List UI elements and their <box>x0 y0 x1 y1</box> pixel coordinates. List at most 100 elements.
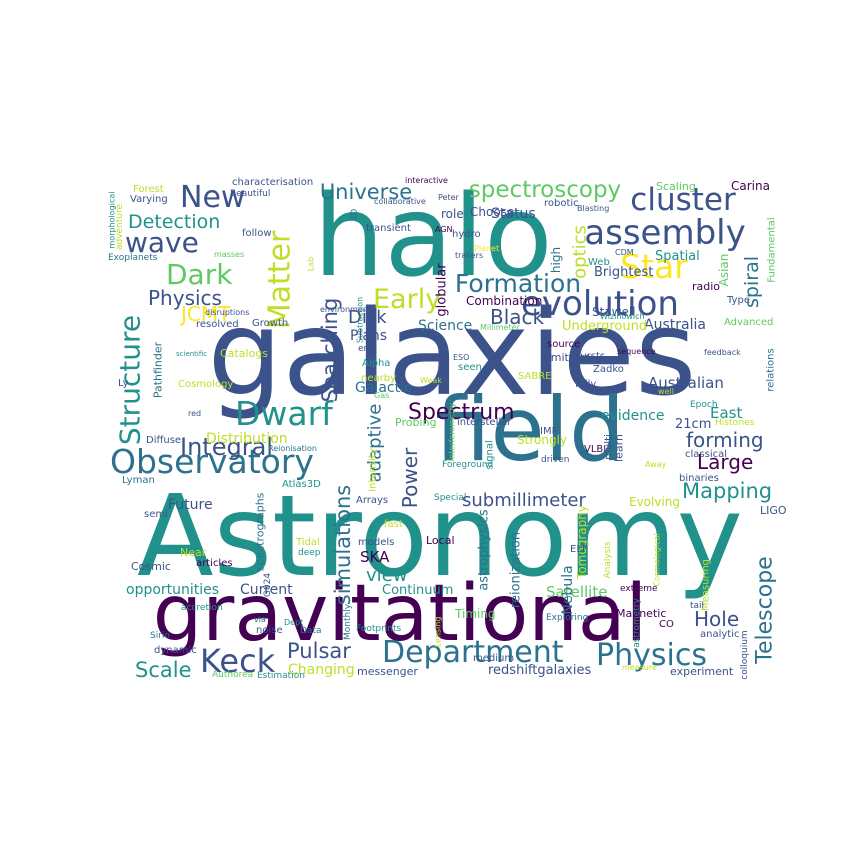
word: Estimation <box>257 671 305 681</box>
word: Galactic <box>355 380 412 396</box>
word: 3D <box>350 209 360 222</box>
word: astrophysics <box>477 509 492 591</box>
word: fully <box>575 379 596 390</box>
word: globular <box>435 263 450 317</box>
word: adaptive <box>365 404 386 483</box>
word: Measuring <box>701 559 712 611</box>
word: halo <box>313 172 552 302</box>
word: environment <box>320 305 371 314</box>
word: binaries <box>679 473 719 484</box>
word: Astronomy <box>137 472 743 602</box>
word: robotic <box>544 198 579 209</box>
word: Choose <box>470 205 514 219</box>
word: gravitational <box>153 569 647 659</box>
word: forming <box>686 428 764 452</box>
word: adventure <box>115 204 125 251</box>
word: medium <box>473 653 514 664</box>
word: Structure <box>114 315 147 445</box>
word: Australia <box>644 317 706 333</box>
word: view <box>366 565 407 586</box>
word: messenger <box>357 665 418 678</box>
word: Foreground <box>442 460 493 470</box>
word: Black <box>490 305 545 329</box>
word: well <box>658 387 674 396</box>
word: semi <box>144 509 168 520</box>
word: Dept <box>284 618 303 627</box>
word: Department <box>382 635 564 670</box>
word: 21cm <box>675 417 711 432</box>
word: Lyman <box>122 475 155 486</box>
word: Special <box>434 493 466 503</box>
word: Intensity <box>368 448 379 492</box>
word: Stawell <box>592 305 636 319</box>
word: LIGO <box>760 504 787 517</box>
word: Physics <box>596 638 707 673</box>
word: resolved <box>196 319 239 330</box>
word: Current <box>240 582 293 598</box>
word: Exploring <box>546 613 588 623</box>
word: Advanced <box>724 317 773 328</box>
word: bursts <box>574 351 605 362</box>
word: Tomography <box>575 505 589 580</box>
word: Future <box>168 497 213 513</box>
word: accretion <box>181 603 223 613</box>
word: morphological <box>108 192 117 249</box>
word: sequence <box>617 347 656 356</box>
word: interstellar <box>457 417 512 428</box>
word: Disk <box>348 307 387 328</box>
word: Large <box>697 450 753 474</box>
word: Weak <box>420 376 442 385</box>
word: masses <box>214 250 244 259</box>
word: relations <box>766 348 777 391</box>
word: AGN <box>435 225 453 234</box>
word: Combination <box>466 294 542 308</box>
word: Beautiful <box>230 189 270 199</box>
word: Peter <box>438 193 460 202</box>
word: Monthly <box>343 603 353 640</box>
word: Exoplanets <box>108 253 158 263</box>
word: multi <box>604 434 615 460</box>
word: Carina <box>731 179 770 193</box>
word: Planet <box>474 244 499 253</box>
word: submillimeter <box>462 490 586 511</box>
word: experiment <box>670 665 734 678</box>
word: Universe <box>320 180 412 204</box>
word: articles <box>196 558 233 569</box>
word: ELT <box>570 544 588 555</box>
word: Status <box>491 206 536 222</box>
word: Mapping <box>682 479 772 503</box>
word: Physics <box>148 286 222 310</box>
word: Fundamental <box>767 217 778 282</box>
word: scientific <box>176 350 207 358</box>
word: opportunities <box>126 582 219 598</box>
word: Star <box>620 247 688 286</box>
word: transient <box>366 223 411 234</box>
word: Diffuse <box>146 435 181 446</box>
word: evolution <box>521 284 679 324</box>
word: galaxies <box>208 284 697 422</box>
word: Hole <box>694 607 739 631</box>
word: East <box>710 404 742 422</box>
word: Arrays <box>356 495 388 506</box>
word: Integral <box>180 433 273 461</box>
word: Web <box>588 257 610 268</box>
word: colloquium <box>740 630 750 679</box>
word: Data <box>300 626 322 636</box>
word: Reionisation <box>268 444 317 453</box>
word: VLBI <box>584 444 606 455</box>
word: Scaling <box>656 180 696 193</box>
word: JCMT <box>179 302 231 326</box>
word: Varying <box>130 194 168 205</box>
word: Cosmology <box>178 379 233 390</box>
word: collaborative <box>374 197 426 206</box>
word: emitters <box>544 351 590 364</box>
word: high <box>549 247 563 273</box>
word: spectrographs <box>254 492 267 571</box>
word: Analysis <box>603 541 613 578</box>
word: Dark <box>166 258 233 291</box>
word: measure <box>622 663 657 672</box>
word: follow <box>242 228 272 239</box>
word: Atlas3D <box>282 479 321 490</box>
word: Science <box>418 318 472 334</box>
word: Telescope <box>753 556 778 664</box>
